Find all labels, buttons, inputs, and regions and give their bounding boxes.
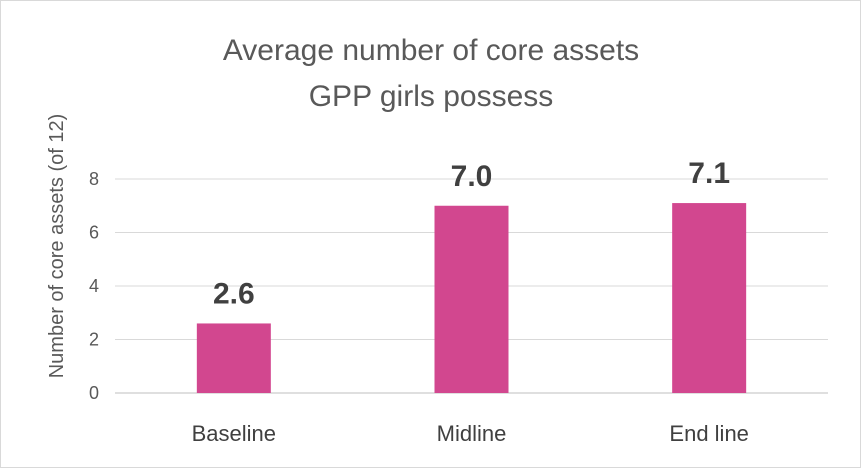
data-label: 7.1 (688, 157, 730, 190)
y-tick-label: 6 (89, 223, 99, 243)
bar (196, 323, 271, 393)
y-tick-label: 4 (89, 276, 99, 296)
y-tick-label: 2 (89, 330, 99, 350)
chart-title-line-2: GPP girls possess (309, 80, 554, 113)
data-labels: 2.6 7.0 7.1 (213, 157, 730, 310)
y-axis-ticks: 0 2 4 6 8 (89, 169, 99, 403)
bars (196, 203, 747, 393)
y-axis-label: Number of core assets (of 12) (46, 114, 68, 379)
x-axis-categories: Baseline Midline End line (192, 421, 749, 446)
bar (672, 203, 747, 393)
y-tick-label: 0 (89, 383, 99, 403)
category-label: End line (669, 421, 749, 446)
bar (434, 205, 509, 393)
data-label: 2.6 (213, 277, 255, 310)
y-tick-label: 8 (89, 169, 99, 189)
chart-title-line-1: Average number of core assets (223, 34, 639, 67)
category-label: Midline (437, 421, 507, 446)
category-label: Baseline (192, 421, 276, 446)
data-label: 7.0 (451, 160, 493, 193)
